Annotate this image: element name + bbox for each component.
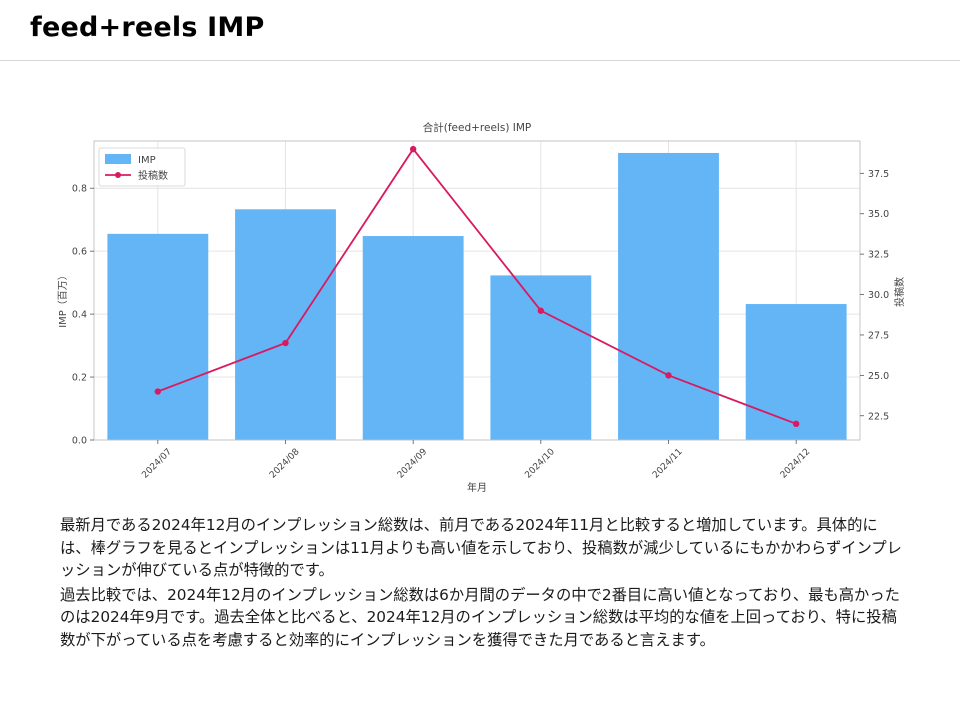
- y-axis-label: IMP（百万）: [57, 270, 69, 328]
- page-title: feed+reels IMP: [30, 12, 265, 43]
- y2-tick-label: 35.0: [868, 209, 889, 220]
- y2-tick-label: 30.0: [868, 290, 889, 301]
- y-tick-label: 0.8: [72, 184, 87, 195]
- line-series: [154, 145, 800, 428]
- bar-series: [107, 152, 847, 440]
- legend: IMP 投稿数: [98, 147, 186, 187]
- point-posts: [792, 420, 800, 428]
- y2-tick-label: 22.5: [868, 411, 889, 422]
- bar-imp: [107, 233, 209, 440]
- y2-tick-label: 27.5: [868, 330, 889, 341]
- x-tick-label: 2024/12: [779, 447, 813, 481]
- title-divider: [0, 60, 960, 61]
- bar-imp: [745, 304, 847, 440]
- x-tick-label: 2024/08: [268, 447, 302, 481]
- bar-imp: [618, 152, 719, 440]
- line-posts: [157, 147, 797, 425]
- legend-swatch-posts-marker: [115, 172, 121, 178]
- point-posts: [665, 372, 672, 379]
- y-tick-label: 0.2: [72, 373, 87, 384]
- y2-tick-label: 37.5: [868, 169, 889, 180]
- x-axis-label: 年月: [467, 481, 487, 494]
- y2-axis-label: 投稿数: [893, 277, 906, 307]
- y-tick-label: 0.0: [72, 436, 87, 447]
- legend-swatch-imp: [105, 154, 131, 164]
- grid-lines: [94, 141, 860, 441]
- bar-imp: [362, 236, 464, 440]
- combo-chart: 合計(feed+reels) IMP 0.0 0.2 0.4 0.6 0.8 22.5 25…: [57, 121, 906, 494]
- legend-label-imp: IMP: [138, 155, 156, 166]
- commentary: 最新月である2024年12月のインプレッション総数は、前月である2024年11月…: [60, 514, 908, 653]
- bar-imp: [490, 275, 592, 440]
- legend-label-posts: 投稿数: [138, 169, 168, 182]
- point-posts: [537, 307, 545, 314]
- plot-border: [93, 140, 861, 441]
- commentary-paragraph: 過去比較では、2024年12月のインプレッション総数は6か月間のデータの中で2番…: [60, 585, 900, 649]
- bar-imp: [235, 209, 336, 440]
- point-posts: [154, 388, 162, 395]
- plot-frame: [93, 140, 861, 441]
- point-posts: [409, 145, 417, 153]
- y2-tick-label: 25.0: [868, 371, 889, 382]
- y-tick-label: 0.6: [72, 247, 87, 258]
- y2-tick-label: 32.5: [868, 250, 889, 261]
- x-tick-label: 2024/07: [140, 447, 174, 481]
- x-tick-label: 2024/11: [651, 447, 685, 481]
- point-posts: [282, 339, 289, 347]
- y-tick-label: 0.4: [72, 310, 87, 321]
- x-tick-label: 2024/10: [523, 447, 557, 481]
- x-tick-label: 2024/09: [396, 447, 430, 481]
- chart-title: 合計(feed+reels) IMP: [423, 121, 532, 134]
- commentary-paragraph: 最新月である2024年12月のインプレッション総数は、前月である2024年11月…: [60, 516, 902, 579]
